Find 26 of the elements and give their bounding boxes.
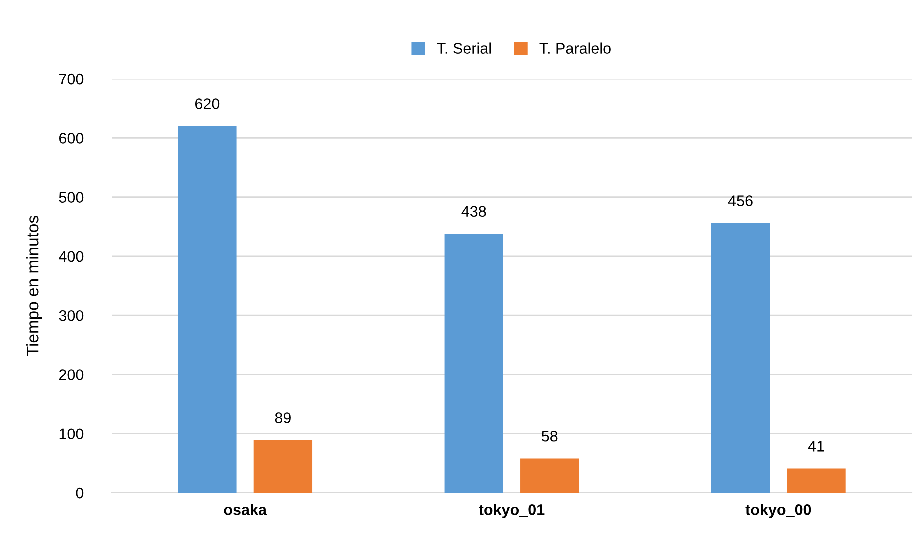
y-tick-label: 400 (59, 251, 84, 262)
y-tick-label: 200 (59, 370, 84, 380)
legend-label: T. Paralelo (540, 42, 611, 54)
x-tick-label: tokyo_00 (746, 504, 812, 518)
y-tick-label: 100 (60, 428, 84, 440)
bar (444, 234, 504, 493)
data-label: 41 (808, 441, 824, 452)
data-label: 89 (275, 412, 291, 424)
data-label: 58 (542, 430, 558, 442)
bar (254, 440, 313, 493)
data-label: 456 (728, 196, 753, 206)
x-tick-label: osaka (224, 504, 268, 516)
bar (178, 126, 237, 493)
y-tick-label: 0 (76, 488, 84, 499)
bar (711, 223, 770, 493)
x-tick-label: tokyo_01 (479, 504, 545, 518)
bar (520, 458, 580, 493)
bar (787, 468, 846, 493)
data-label: 620 (195, 98, 220, 110)
y-tick-label: 300 (59, 310, 84, 322)
y-tick-label: 600 (60, 133, 84, 144)
y-tick-label: 500 (59, 192, 84, 203)
y-axis-title: Tiempo en minutos (26, 216, 42, 356)
y-tick-label: 700 (60, 74, 84, 85)
data-label: 438 (462, 206, 486, 218)
legend-label: T. Serial (437, 42, 492, 54)
